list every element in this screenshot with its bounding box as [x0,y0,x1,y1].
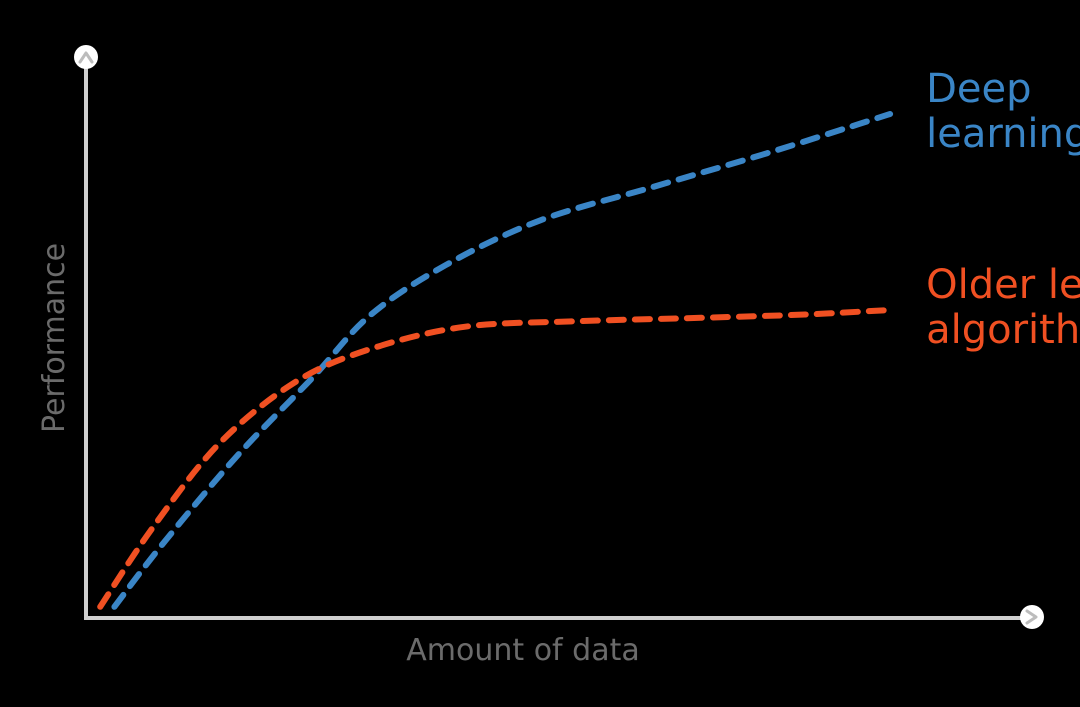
series-label-deep-learning: Deep learning [926,66,1080,157]
series-label-line: Deep [926,66,1031,112]
axes [74,45,1044,629]
y-axis-end-cap [74,45,98,69]
series-label-older-learning-algorithms: Older learningalgorithms [926,262,1080,353]
series-label-line: learning [926,111,1080,157]
y-axis-arrow-icon [78,51,94,64]
series-label-line: Older learning [926,262,1080,308]
y-axis-title: Performance [37,243,72,433]
x-axis-end-cap [1020,605,1044,629]
series-label-line: algorithms [926,307,1080,353]
series-line-deep-learning [111,111,894,610]
x-axis-arrow-icon [1025,609,1038,625]
x-axis-title: Amount of data [406,633,639,668]
series-line-older-learning-algorithms [97,307,894,610]
